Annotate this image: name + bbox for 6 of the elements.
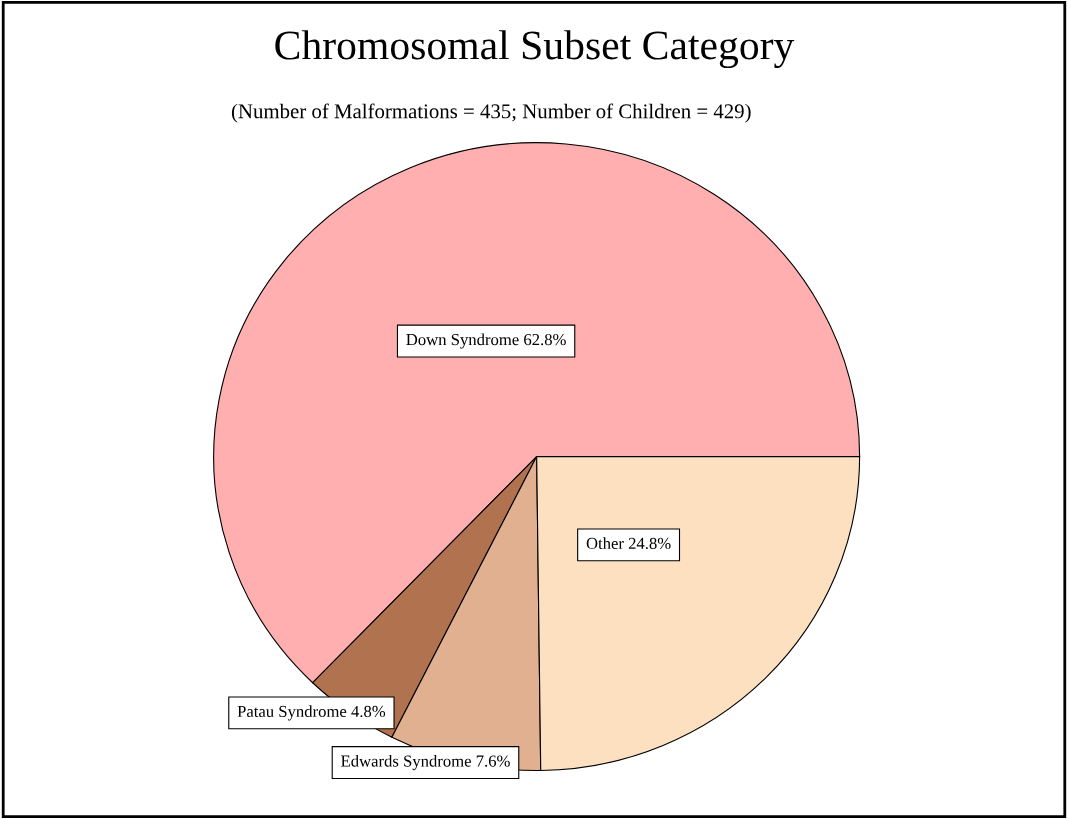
- slice-label: Down Syndrome 62.8%: [406, 333, 566, 349]
- slice-label: Patau Syndrome 4.8%: [237, 705, 386, 721]
- slice-label: Edwards Syndrome 7.6%: [341, 754, 510, 771]
- chart-title: Chromosomal Subset Category: [275, 30, 795, 69]
- chart-subtitle: (Number of Malformations = 435; Number of Children = 429): [231, 103, 751, 123]
- slice-label: Other 24.8%: [586, 537, 671, 550]
